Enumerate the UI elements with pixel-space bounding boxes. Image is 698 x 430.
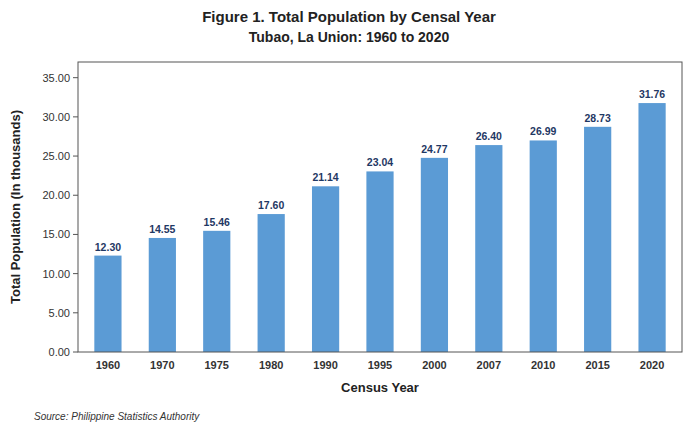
y-tick (73, 312, 78, 313)
x-tick-label: 2020 (640, 359, 664, 371)
y-tick-label: 30.00 (42, 111, 70, 123)
subtitle: Tubao, La Union: 1960 to 2020 (249, 29, 450, 45)
bar (203, 231, 230, 352)
data-label: 15.46 (204, 216, 230, 228)
data-label: 14.55 (149, 223, 175, 235)
data-labels: 12.30 14.55 15.46 17.60 21.14 23.04 24.77 26.40… (95, 88, 666, 253)
chart-svg: Figure 1. Total Population by Censal Yea… (0, 0, 698, 430)
y-tick (73, 234, 78, 235)
bar (421, 158, 448, 352)
data-label: 23.04 (367, 156, 393, 168)
y-axis-label: Total Population (In thousands) (8, 110, 23, 304)
bar (638, 103, 665, 352)
x-axis: 1960 1970 1975 1980 1990 1995 2000 2007 2010 2015… (96, 359, 665, 371)
x-tick-label: 1960 (96, 359, 120, 371)
y-tick-label: 35.00 (42, 72, 70, 84)
source-note: Source: Philippine Statistics Authority (34, 411, 200, 422)
y-tick-label: 5.00 (49, 307, 70, 319)
bar (584, 127, 611, 352)
x-axis-label: Census Year (341, 380, 419, 395)
y-tick-label: 15.00 (42, 228, 70, 240)
plot-frame (78, 62, 682, 352)
data-label: 26.40 (476, 130, 502, 142)
data-label: 28.73 (585, 112, 611, 124)
bar (312, 186, 339, 352)
x-tick-label: 2000 (422, 359, 446, 371)
bars (94, 103, 665, 352)
data-label: 26.99 (530, 125, 556, 137)
y-axis: 0.00 5.00 10.00 15.00 20.00 25.00 30.00 35.00 (42, 72, 78, 358)
bar (258, 214, 285, 352)
data-label: 17.60 (258, 199, 284, 211)
bar (94, 256, 121, 352)
bar (530, 140, 557, 352)
y-tick-label: 0.00 (49, 346, 70, 358)
y-tick (73, 116, 78, 117)
bar (149, 238, 176, 352)
y-tick (73, 352, 78, 353)
title: Figure 1. Total Population by Censal Yea… (202, 8, 496, 25)
x-tick-label: 2010 (531, 359, 555, 371)
chart-container: Figure 1. Total Population by Censal Yea… (0, 0, 698, 430)
x-tick-label: 1990 (313, 359, 337, 371)
data-label: 31.76 (639, 88, 665, 100)
x-tick-label: 2015 (585, 359, 609, 371)
y-tick (73, 273, 78, 274)
y-tick (73, 77, 78, 78)
x-tick-label: 2007 (477, 359, 501, 371)
y-tick (73, 195, 78, 196)
data-label: 12.30 (95, 241, 121, 253)
bar (366, 171, 393, 352)
x-tick-label: 1980 (259, 359, 283, 371)
x-tick-label: 1970 (150, 359, 174, 371)
data-label: 24.77 (421, 143, 447, 155)
data-label: 21.14 (312, 171, 338, 183)
y-tick-label: 25.00 (42, 150, 70, 162)
x-tick-label: 1995 (368, 359, 392, 371)
y-tick-label: 20.00 (42, 189, 70, 201)
y-tick (73, 156, 78, 157)
y-tick-label: 10.00 (42, 268, 70, 280)
x-tick-label: 1975 (205, 359, 229, 371)
bar (475, 145, 502, 352)
